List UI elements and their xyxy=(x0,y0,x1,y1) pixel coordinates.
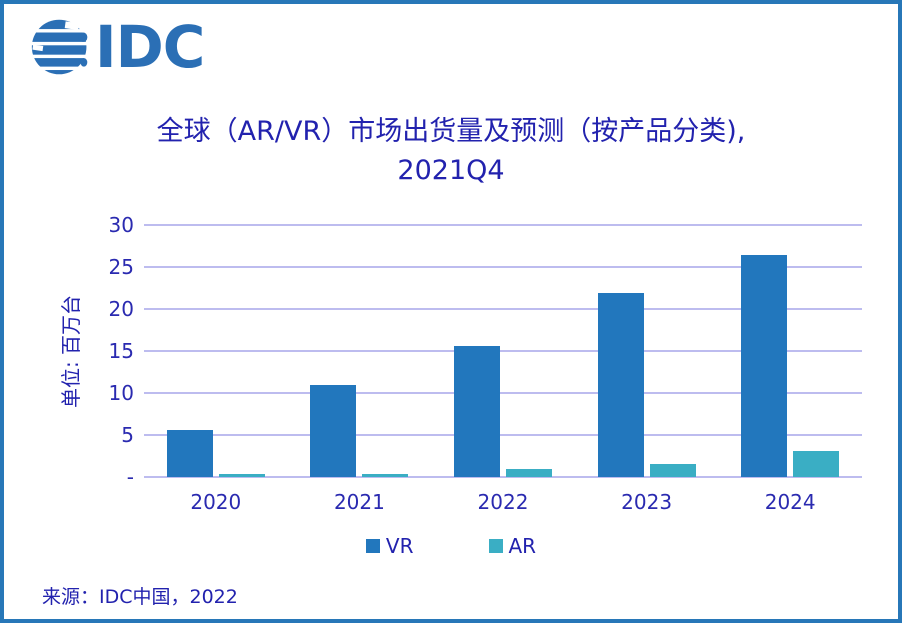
x-tick-label-2023: 2023 xyxy=(621,490,673,514)
legend-item-vr: VR xyxy=(365,534,414,558)
legend-label-ar: AR xyxy=(508,534,537,558)
gridline xyxy=(144,350,862,352)
vr-bar-2021 xyxy=(310,384,357,477)
gridline xyxy=(144,434,862,436)
ar-bar-2022 xyxy=(505,469,552,477)
ar-bar-2021 xyxy=(362,473,409,477)
chart-title: 全球（AR/VR）市场出货量及预测（按产品分类), 2021Q4 xyxy=(4,112,898,190)
bar-group-2023 xyxy=(575,225,719,477)
ar-bar-2024 xyxy=(793,450,840,477)
gridline xyxy=(144,224,862,226)
legend-item-ar: AR xyxy=(488,534,537,558)
bar-group-2020 xyxy=(144,225,288,477)
gridline xyxy=(144,266,862,268)
gridline xyxy=(144,308,862,310)
chart-title-line1: 全球（AR/VR）市场出货量及预测（按产品分类), xyxy=(156,116,746,147)
y-tick-label: 5 xyxy=(121,423,134,447)
x-tick-label-2021: 2021 xyxy=(333,490,385,514)
idc-logo-text: IDC xyxy=(95,13,205,81)
y-tick-label: 10 xyxy=(108,381,134,405)
ar-bar-2023 xyxy=(649,463,696,477)
y-tick-label: 15 xyxy=(108,339,134,363)
gridline xyxy=(144,392,862,394)
legend-swatch-vr xyxy=(365,539,380,553)
vr-bar-2024 xyxy=(741,255,788,477)
idc-globe-icon xyxy=(31,17,89,77)
idc-logo: IDC xyxy=(31,13,205,81)
bar-group-2022 xyxy=(431,225,575,477)
ar-bar-2020 xyxy=(218,474,265,477)
y-tick-label: 30 xyxy=(108,213,134,237)
plot-area xyxy=(144,224,862,478)
bar-group-2024 xyxy=(718,225,862,477)
chart-legend: VR AR xyxy=(4,534,898,558)
y-axis-ticks: 30 25 20 15 10 5 - xyxy=(4,213,134,489)
y-tick-label: - xyxy=(126,465,134,489)
x-tick-label-2024: 2024 xyxy=(764,490,816,514)
vr-bar-2022 xyxy=(453,345,500,477)
gridline xyxy=(144,476,862,478)
source-note: 来源：IDC中国，2022 xyxy=(42,586,238,608)
bar-group-2021 xyxy=(288,225,432,477)
y-tick-label: 20 xyxy=(108,297,134,321)
x-axis-labels: 2020 2021 2022 2023 2024 xyxy=(144,490,862,516)
vr-bar-2023 xyxy=(597,293,644,477)
x-tick-label-2022: 2022 xyxy=(477,490,529,514)
vr-bar-2020 xyxy=(166,429,213,477)
legend-swatch-ar xyxy=(488,539,503,553)
x-tick-label-2020: 2020 xyxy=(190,490,242,514)
legend-label-vr: VR xyxy=(385,534,414,558)
chart-title-line2: 2021Q4 xyxy=(397,155,505,186)
y-tick-label: 25 xyxy=(108,255,134,279)
